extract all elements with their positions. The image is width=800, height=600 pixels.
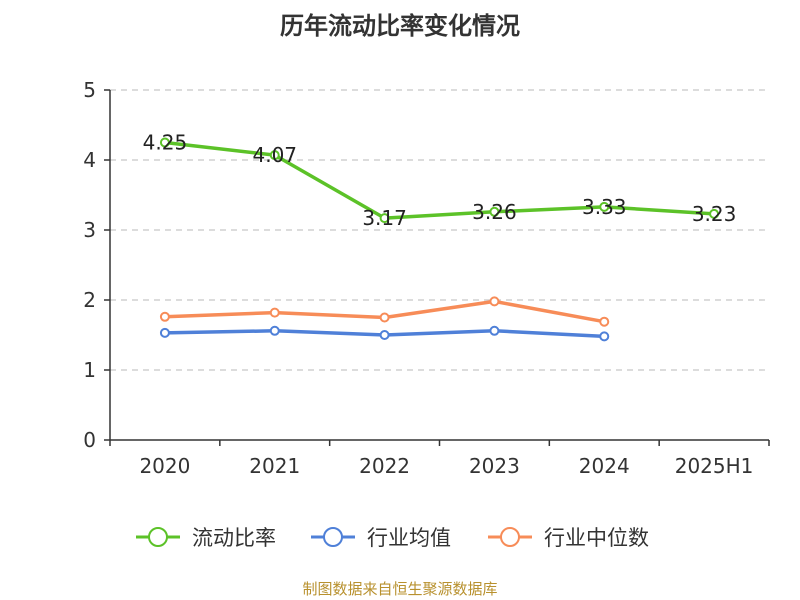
data-point xyxy=(269,150,280,161)
x-tick-label: 2024 xyxy=(579,454,630,478)
data-point xyxy=(489,325,500,336)
grid xyxy=(110,89,769,371)
data-labels: 4.25 4.07 3.17 3.26 3.33 3.23 xyxy=(143,131,737,231)
axes: 0 1 2 3 4 5 2020 2021 2022 2023 2024 2025H1 xyxy=(83,78,770,478)
x-tick-label: 2025H1 xyxy=(675,454,754,478)
chart-title: 历年流动比率变化情况 xyxy=(280,12,520,40)
legend[interactable]: 流动比率 行业均值 行业中位数 xyxy=(136,526,649,550)
data-point xyxy=(379,213,390,224)
y-tick-label: 2 xyxy=(83,288,96,312)
y-tick-label: 0 xyxy=(83,428,96,452)
source-note: 制图数据来自恒生聚源数据库 xyxy=(302,580,497,598)
y-tick-label: 5 xyxy=(83,78,96,102)
series-group xyxy=(159,137,720,342)
data-point xyxy=(269,325,280,336)
legend-label: 行业均值 xyxy=(367,526,451,550)
data-point xyxy=(709,208,720,219)
data-point xyxy=(379,312,390,323)
data-point xyxy=(599,316,610,327)
data-point xyxy=(159,327,170,338)
data-point xyxy=(489,206,500,217)
legend-item[interactable]: 行业均值 xyxy=(311,526,451,550)
legend-item[interactable]: 流动比率 xyxy=(136,526,276,550)
legend-item[interactable]: 行业中位数 xyxy=(488,526,649,550)
data-label: 3.26 xyxy=(472,200,517,224)
data-point xyxy=(159,311,170,322)
y-tick-label: 3 xyxy=(83,218,96,242)
x-tick-label: 2020 xyxy=(139,454,190,478)
data-point xyxy=(599,201,610,212)
legend-swatch-marker xyxy=(148,527,168,547)
x-tick-label: 2023 xyxy=(469,454,520,478)
x-tick-label: 2022 xyxy=(359,454,410,478)
y-tick-label: 1 xyxy=(83,358,96,382)
data-label: 4.25 xyxy=(143,131,188,155)
data-point xyxy=(159,137,170,148)
data-label: 3.17 xyxy=(362,206,407,230)
x-tick-label: 2021 xyxy=(249,454,300,478)
legend-swatch-marker xyxy=(323,527,343,547)
y-tick-label: 4 xyxy=(83,148,96,172)
data-label: 3.33 xyxy=(582,195,627,219)
legend-label: 行业中位数 xyxy=(544,526,649,550)
data-point xyxy=(489,296,500,307)
legend-swatch-marker xyxy=(500,527,520,547)
data-label: 4.07 xyxy=(252,143,297,167)
data-point xyxy=(379,330,390,340)
data-label: 3.23 xyxy=(692,202,737,226)
legend-label: 流动比率 xyxy=(192,526,276,550)
series-line xyxy=(163,140,716,220)
data-point xyxy=(269,307,280,318)
data-point xyxy=(599,331,610,342)
